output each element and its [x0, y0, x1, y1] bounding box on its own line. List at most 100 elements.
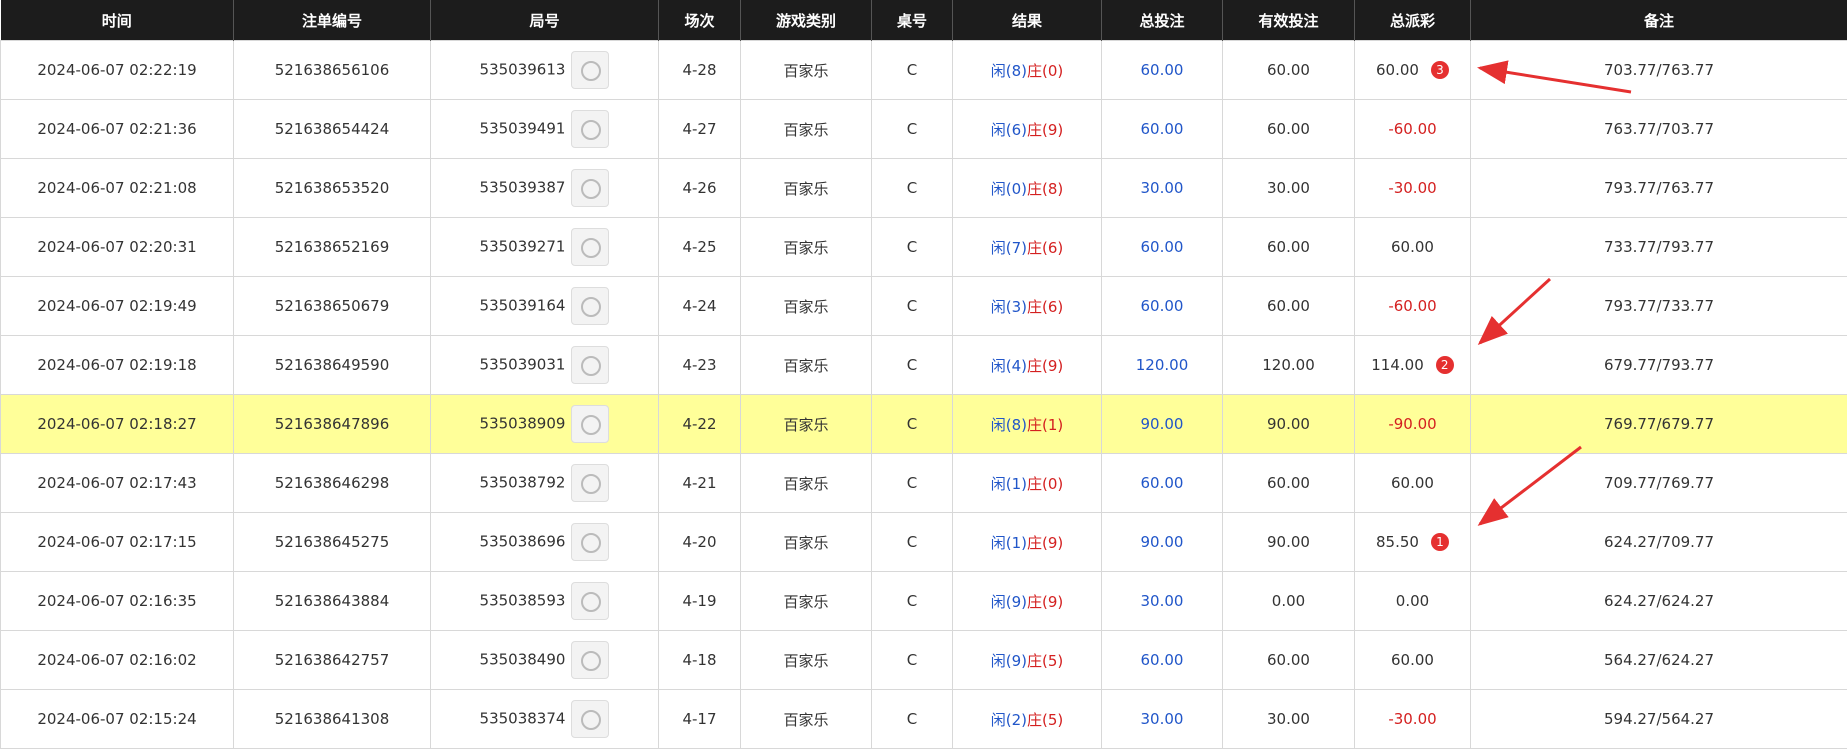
time-text: 2024-06-07 02:17:43 [37, 474, 196, 492]
note: 793.77/733.77 [1471, 277, 1847, 336]
order-id: 521638647896 [234, 395, 431, 454]
replay-icon[interactable] [571, 641, 609, 679]
valid-bet: 30.00 [1223, 159, 1355, 218]
game-type: 百家乐 [741, 395, 872, 454]
game-type: 百家乐 [741, 336, 872, 395]
total-bet-text: 90.00 [1141, 533, 1184, 551]
replay-icon[interactable] [571, 287, 609, 325]
round-id: 535038593 [431, 572, 659, 631]
session-text: 4-24 [682, 297, 716, 315]
valid-bet: 60.00 [1223, 631, 1355, 690]
replay-icon[interactable] [571, 228, 609, 266]
badge: 2 [1436, 356, 1454, 374]
session-text: 4-21 [682, 474, 716, 492]
time: 2024-06-07 02:18:27 [1, 395, 234, 454]
table-id-text: C [907, 710, 917, 728]
time: 2024-06-07 02:22:19 [1, 41, 234, 100]
game-type-text: 百家乐 [783, 121, 828, 139]
banker-result: 庄(9) [1027, 534, 1063, 552]
note-text: 793.77/763.77 [1604, 179, 1714, 197]
time-text: 2024-06-07 02:16:35 [37, 592, 196, 610]
replay-icon[interactable] [571, 169, 609, 207]
replay-icon[interactable] [571, 346, 609, 384]
result: 闲(7)庄(6) [953, 218, 1102, 277]
column-header: 时间 [1, 0, 234, 41]
payout: 60.00 [1355, 218, 1471, 277]
session: 4-24 [659, 277, 741, 336]
round-id: 535038909 [431, 395, 659, 454]
total-bet: 30.00 [1102, 572, 1223, 631]
session: 4-18 [659, 631, 741, 690]
order-id: 521638645275 [234, 513, 431, 572]
session-text: 4-28 [682, 61, 716, 79]
note: 793.77/763.77 [1471, 159, 1847, 218]
result-text: 闲(1) [991, 534, 1027, 552]
time-text: 2024-06-07 02:17:15 [37, 533, 196, 551]
total-bet: 60.00 [1102, 454, 1223, 513]
total-bet: 120.00 [1102, 336, 1223, 395]
badge: 1 [1431, 533, 1449, 551]
note: 624.27/709.77 [1471, 513, 1847, 572]
valid-bet: 90.00 [1223, 395, 1355, 454]
replay-icon[interactable] [571, 464, 609, 502]
column-header: 备注 [1471, 0, 1847, 41]
note-text: 709.77/769.77 [1604, 474, 1714, 492]
order-id: 521638642757 [234, 631, 431, 690]
round-id: 535038374 [431, 690, 659, 749]
session: 4-27 [659, 100, 741, 159]
table-id: C [872, 395, 953, 454]
total-bet: 30.00 [1102, 159, 1223, 218]
total-bet: 60.00 [1102, 277, 1223, 336]
note-text: 679.77/793.77 [1604, 356, 1714, 374]
replay-icon[interactable] [571, 523, 609, 561]
valid-bet-text: 60.00 [1267, 238, 1310, 256]
total-bet-text: 60.00 [1141, 61, 1184, 79]
time-text: 2024-06-07 02:15:24 [37, 710, 196, 728]
note-text: 793.77/733.77 [1604, 297, 1714, 315]
column-header: 游戏类别 [741, 0, 872, 41]
note: 709.77/769.77 [1471, 454, 1847, 513]
time-text: 2024-06-07 02:21:36 [37, 120, 196, 138]
table-id-text: C [907, 651, 917, 669]
note-text: 564.27/624.27 [1604, 651, 1714, 669]
game-type-text: 百家乐 [783, 475, 828, 493]
replay-icon[interactable] [571, 582, 609, 620]
table-id: C [872, 159, 953, 218]
valid-bet-text: 60.00 [1267, 120, 1310, 138]
total-bet: 60.00 [1102, 41, 1223, 100]
valid-bet: 0.00 [1223, 572, 1355, 631]
round-id-text: 535038374 [480, 710, 566, 728]
payout-text: 60.00 [1391, 474, 1434, 492]
replay-icon[interactable] [571, 405, 609, 443]
result-text: 闲(8) [991, 62, 1027, 80]
valid-bet: 60.00 [1223, 218, 1355, 277]
game-type-text: 百家乐 [783, 652, 828, 670]
time-text: 2024-06-07 02:18:27 [37, 415, 196, 433]
round-id-text: 535039164 [480, 297, 566, 315]
table-id: C [872, 513, 953, 572]
note: 624.27/624.27 [1471, 572, 1847, 631]
replay-icon[interactable] [571, 700, 609, 738]
round-id-text: 535038593 [480, 592, 566, 610]
session-text: 4-27 [682, 120, 716, 138]
replay-icon[interactable] [571, 51, 609, 89]
note: 564.27/624.27 [1471, 631, 1847, 690]
session-text: 4-23 [682, 356, 716, 374]
note: 769.77/679.77 [1471, 395, 1847, 454]
total-bet-text: 60.00 [1141, 651, 1184, 669]
note-text: 624.27/624.27 [1604, 592, 1714, 610]
valid-bet: 120.00 [1223, 336, 1355, 395]
valid-bet: 90.00 [1223, 513, 1355, 572]
payout-text: -30.00 [1388, 179, 1436, 197]
session: 4-25 [659, 218, 741, 277]
round-id: 535039031 [431, 336, 659, 395]
total-bet-text: 60.00 [1141, 120, 1184, 138]
session-text: 4-17 [682, 710, 716, 728]
total-bet: 90.00 [1102, 513, 1223, 572]
result: 闲(1)庄(9) [953, 513, 1102, 572]
replay-icon[interactable] [571, 110, 609, 148]
total-bet: 90.00 [1102, 395, 1223, 454]
